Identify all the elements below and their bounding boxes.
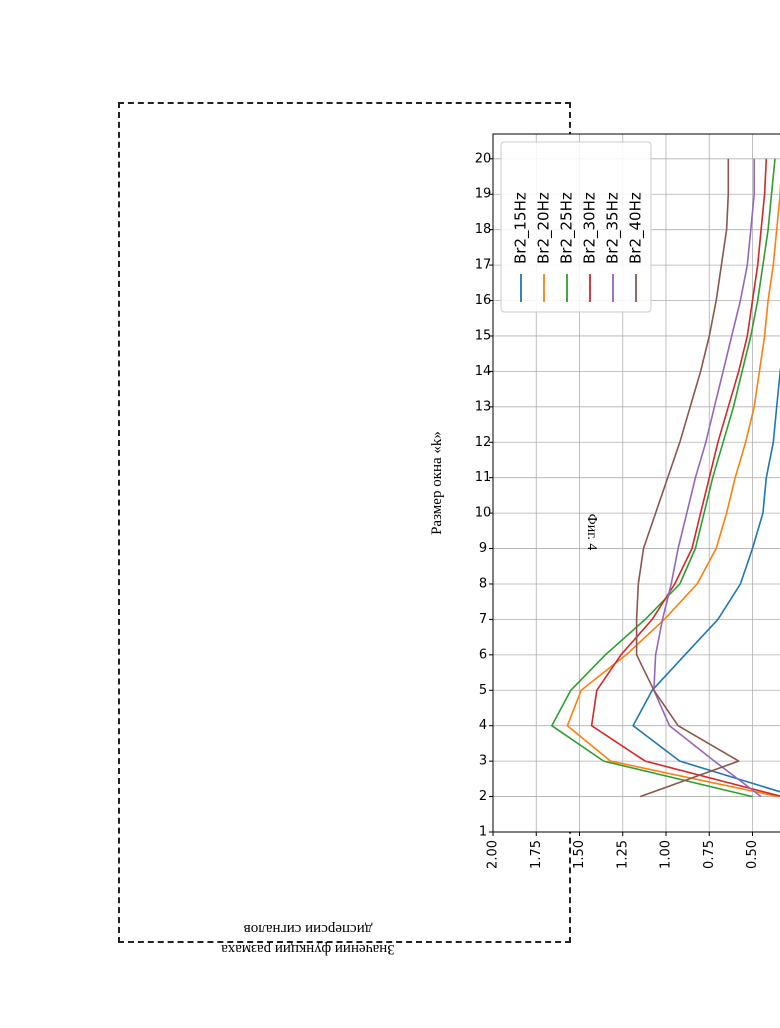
y-tick-label: 1.25	[615, 840, 630, 869]
x-tick-label: 5	[479, 683, 487, 698]
legend-label: Br2_15Hz	[512, 192, 531, 264]
y-tick-label: 0.50	[745, 840, 760, 869]
x-tick-label: 19	[475, 187, 492, 202]
series-lines	[550, 158, 780, 798]
x-tick-label: 9	[479, 541, 487, 556]
x-tick-label: 3	[479, 754, 487, 769]
series-line-Br2_40Hz	[635, 158, 740, 798]
figure-caption: Фиг. 4	[584, 514, 599, 551]
y-axis-label-line2: дисперсии сигналов	[244, 921, 373, 937]
legend-label: Br2_30Hz	[581, 192, 600, 264]
legend-label: Br2_20Hz	[535, 192, 554, 264]
series-line-Br2_25Hz	[550, 158, 776, 798]
y-axis: 0.000.250.500.751.001.251.501.752.00	[486, 832, 760, 869]
legend: Br2_15Hz Br2_20Hz Br2_25Hz Br2_30Hz Br2_35Hz…	[500, 141, 652, 313]
legend-label: Br2_25Hz	[558, 192, 577, 264]
y-tick-label: 1.00	[659, 840, 674, 869]
legend-label: Br2_40Hz	[627, 192, 646, 264]
x-tick-label: 12	[475, 435, 492, 450]
x-tick-label: 18	[475, 222, 492, 237]
x-tick-label: 10	[475, 506, 492, 521]
x-tick-label: 7	[479, 612, 487, 627]
x-tick-label: 6	[479, 647, 487, 662]
y-tick-label: 1.50	[572, 840, 587, 869]
legend-box	[500, 141, 652, 313]
x-tick-label: 15	[475, 328, 492, 343]
y-axis-label: Значении функции размаха дисперсии сигна…	[221, 921, 395, 957]
x-tick-label: 20	[475, 151, 492, 166]
x-tick-label: 11	[475, 470, 492, 485]
y-tick-label: 0.75	[702, 840, 717, 869]
x-tick-label: 8	[479, 576, 487, 591]
series-line-Br2_15Hz	[632, 158, 780, 798]
x-tick-label: 16	[475, 293, 492, 308]
x-tick-label: 17	[475, 258, 492, 273]
x-tick-label: 1	[479, 825, 487, 840]
y-tick-label: 2.00	[486, 840, 501, 869]
x-tick-label: 4	[479, 718, 487, 733]
y-axis-label-line1: Значении функции размаха	[221, 941, 395, 957]
x-tick-label: 2	[479, 789, 487, 804]
series-line-Br2_20Hz	[566, 158, 780, 798]
x-axis-label: Размер окна «k»	[429, 431, 445, 535]
x-tick-label: 13	[475, 399, 492, 414]
y-tick-label: 1.75	[529, 840, 544, 869]
legend-label: Br2_35Hz	[604, 192, 623, 264]
series-line-Br2_30Hz	[590, 158, 780, 798]
x-tick-label: 14	[475, 364, 492, 379]
